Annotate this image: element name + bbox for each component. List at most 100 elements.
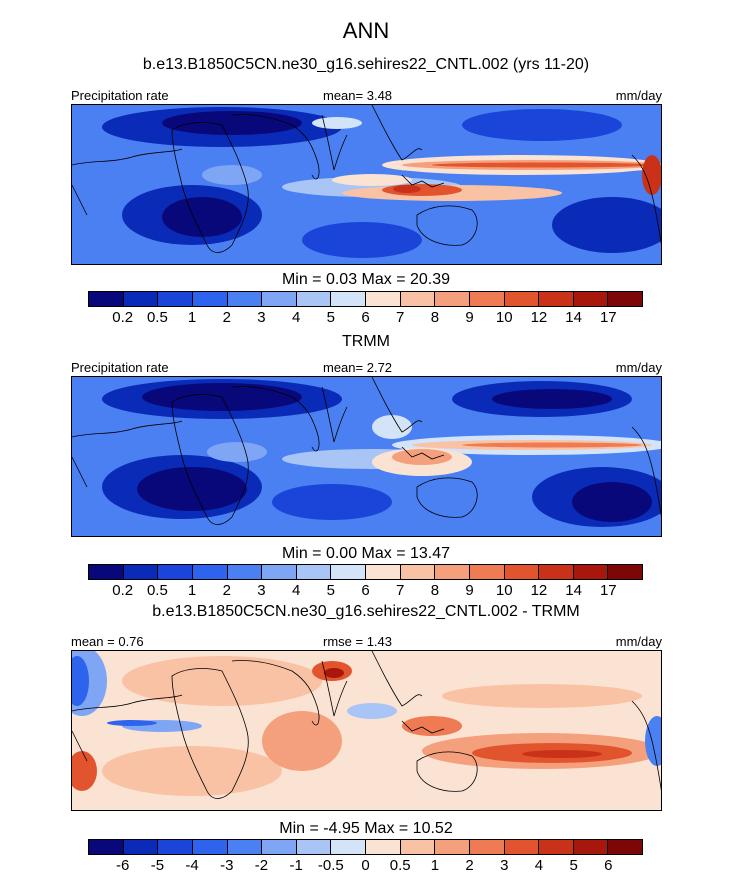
colorbar-tick-label: 10 xyxy=(495,582,513,599)
colorbar-swatch xyxy=(158,292,193,306)
colorbar-swatch xyxy=(158,840,193,854)
colorbar-swatch xyxy=(89,565,124,579)
colorbar-tick-label: 7 xyxy=(396,309,405,326)
colorbar-swatch xyxy=(262,292,297,306)
colorbar-swatch xyxy=(158,565,193,579)
panel-2-colorbar xyxy=(88,564,643,580)
colorbar-tick-label: 14 xyxy=(565,309,582,326)
panel-1-units-label: mm/day xyxy=(615,88,662,103)
colorbar-tick-label: -4 xyxy=(185,857,199,874)
panel-3-rmse-label: rmse = 1.43 xyxy=(323,634,393,649)
colorbar-swatch xyxy=(331,292,366,306)
colorbar-tick-label: 12 xyxy=(530,582,548,599)
colorbar-swatch xyxy=(504,292,540,306)
colorbar-swatch xyxy=(366,292,401,306)
colorbar-tick-label: 0.5 xyxy=(389,857,411,874)
colorbar-swatch xyxy=(539,565,574,579)
colorbar-tick-label: 2 xyxy=(222,582,231,599)
panel-3-colorbar xyxy=(88,839,643,855)
colorbar-swatch xyxy=(296,565,332,579)
colorbar-swatch xyxy=(435,565,470,579)
colorbar-tick-label: -1 xyxy=(289,857,303,874)
colorbar-swatch xyxy=(192,840,228,854)
panel-1-minmax: Min = 0.03 Max = 20.39 xyxy=(281,271,451,288)
colorbar-tick-label: 9 xyxy=(465,582,474,599)
panel-1-title: b.e13.B1850C5CN.ne30_g16.sehires22_CNTL.… xyxy=(142,56,590,73)
colorbar-swatch xyxy=(227,292,263,306)
colorbar-swatch xyxy=(469,840,505,854)
colorbar-swatch xyxy=(227,840,263,854)
colorbar-tick-label: 0.5 xyxy=(146,582,168,599)
colorbar-tick-label: 12 xyxy=(530,309,548,326)
colorbar-tick-label: 0.2 xyxy=(112,309,134,326)
colorbar-swatch xyxy=(262,565,297,579)
colorbar-tick-label: 0.5 xyxy=(146,309,168,326)
colorbar-swatch xyxy=(608,565,642,579)
colorbar-tick-label: 6 xyxy=(361,309,370,326)
colorbar-swatch xyxy=(539,840,574,854)
colorbar-tick-label: -2 xyxy=(254,857,269,874)
colorbar-swatch xyxy=(469,292,505,306)
colorbar-swatch xyxy=(262,840,297,854)
panel-3-mean-label: mean = 0.76 xyxy=(71,634,144,649)
figure-title: ANN xyxy=(342,18,390,43)
panel-1-mean-label: mean= 3.48 xyxy=(323,88,393,103)
colorbar-swatch xyxy=(435,292,470,306)
colorbar-tick-label: 0 xyxy=(361,857,370,874)
panel-2-title: TRMM xyxy=(342,333,390,350)
colorbar-swatch xyxy=(296,292,332,306)
colorbar-tick-label: 4 xyxy=(534,857,544,874)
colorbar-swatch xyxy=(400,565,436,579)
colorbar-swatch xyxy=(123,565,159,579)
colorbar-swatch xyxy=(504,565,540,579)
colorbar-swatch xyxy=(469,565,505,579)
colorbar-tick-label: 10 xyxy=(495,309,513,326)
panel-2-variable-label: Precipitation rate xyxy=(71,360,169,375)
colorbar-tick-label: 5 xyxy=(326,309,335,326)
colorbar-tick-label: 6 xyxy=(604,857,613,874)
colorbar-tick-label: -6 xyxy=(116,857,130,874)
colorbar-tick-label: 1 xyxy=(430,857,440,874)
panel-2-minmax: Min = 0.00 Max = 13.47 xyxy=(281,545,451,562)
colorbar-swatch xyxy=(573,565,609,579)
colorbar-tick-label: 3 xyxy=(257,582,266,599)
panel-2-precip-map xyxy=(71,376,662,537)
colorbar-tick-label: 3 xyxy=(500,857,509,874)
colorbar-tick-label: 6 xyxy=(361,582,370,599)
colorbar-swatch xyxy=(573,292,609,306)
colorbar-tick-label: 7 xyxy=(396,582,405,599)
panel-3-units-label: mm/day xyxy=(615,634,662,649)
panel-3-title: b.e13.B1850C5CN.ne30_g16.sehires22_CNTL.… xyxy=(152,603,580,620)
colorbar-tick-label: 4 xyxy=(291,309,301,326)
panel-3-minmax: Min = -4.95 Max = 10.52 xyxy=(279,820,453,837)
colorbar-swatch xyxy=(400,840,436,854)
colorbar-swatch xyxy=(539,292,574,306)
colorbar-tick-label: 2 xyxy=(222,309,231,326)
colorbar-swatch xyxy=(366,840,401,854)
colorbar-swatch xyxy=(227,565,263,579)
colorbar-swatch xyxy=(123,292,159,306)
panel-1-variable-label: Precipitation rate xyxy=(71,88,169,103)
colorbar-swatch xyxy=(608,292,642,306)
colorbar-tick-label: 4 xyxy=(291,582,301,599)
panel-2-colorbar-ticks: 0.2 0.5 1 2 3 4 5 6 7 8 9 10 12 14 17 xyxy=(88,582,643,600)
colorbar-tick-label: 17 xyxy=(599,582,617,599)
colorbar-swatch xyxy=(331,840,366,854)
colorbar-swatch xyxy=(123,840,159,854)
colorbar-tick-label: 5 xyxy=(569,857,578,874)
colorbar-swatch xyxy=(296,840,332,854)
colorbar-swatch xyxy=(192,292,228,306)
panel-2-mean-label: mean= 2.72 xyxy=(323,360,393,375)
colorbar-tick-label: -0.5 xyxy=(317,857,344,874)
colorbar-swatch xyxy=(504,840,540,854)
colorbar-tick-label: -3 xyxy=(220,857,234,874)
colorbar-tick-label: 1 xyxy=(187,582,197,599)
panel-1-colorbar-ticks: 0.2 0.5 1 2 3 4 5 6 7 8 9 10 12 14 17 xyxy=(88,309,643,327)
colorbar-tick-label: 17 xyxy=(599,309,617,326)
colorbar-swatch xyxy=(331,565,366,579)
colorbar-tick-label: 14 xyxy=(565,582,582,599)
colorbar-tick-label: 3 xyxy=(257,309,266,326)
panel-3-diff-map xyxy=(71,650,662,811)
panel-1-colorbar xyxy=(88,291,643,307)
colorbar-swatch xyxy=(573,840,609,854)
